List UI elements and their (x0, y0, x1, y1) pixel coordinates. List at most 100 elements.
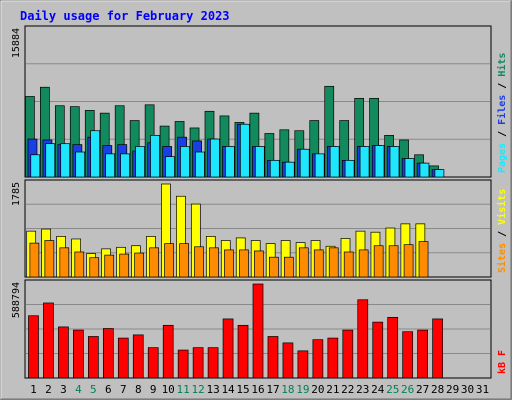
bar (254, 146, 265, 178)
bar (239, 123, 250, 178)
series-pages (30, 123, 445, 178)
x-tick-label: 2 (45, 383, 52, 396)
bar (327, 337, 339, 379)
bar (282, 342, 294, 379)
bar (102, 328, 114, 379)
bar (180, 146, 190, 178)
bar (239, 249, 249, 278)
legend-entry: / (497, 125, 508, 137)
series-kb-f (28, 283, 443, 379)
x-tick-label: 12 (192, 383, 205, 396)
bar (312, 339, 324, 379)
bar (43, 302, 54, 379)
bar (402, 331, 414, 379)
bar (432, 318, 443, 379)
x-tick-label: 10 (162, 383, 175, 396)
bar (359, 146, 370, 178)
x-tick-label: 21 (326, 383, 339, 396)
panel-sites-visits: 1785 Sites / Visits (11, 179, 508, 278)
bar (44, 240, 55, 278)
bar (252, 283, 264, 379)
bar (387, 316, 399, 379)
legend-entry: kB (497, 356, 508, 374)
x-tick-label: 20 (311, 383, 324, 396)
bar (342, 329, 354, 379)
chart-title: Daily usage for February 2023 (20, 9, 230, 23)
legend-entry: Hits (496, 53, 508, 77)
panel-legend: Pages / Files / Hits (496, 53, 508, 173)
bar (179, 243, 189, 278)
x-tick-label: 4 (75, 383, 82, 396)
bar (162, 324, 174, 379)
bar (372, 321, 384, 379)
legend-entry: Sites (496, 237, 508, 273)
x-tick-label: 16 (251, 383, 264, 396)
bar (74, 251, 85, 278)
legend-entry: Visits (496, 189, 508, 225)
x-tick-label: 1 (30, 383, 37, 396)
bar (59, 247, 70, 278)
bar (224, 249, 234, 278)
x-tick-label: 26 (401, 383, 414, 396)
bar (404, 158, 415, 178)
bar (105, 153, 115, 178)
bar (418, 241, 429, 278)
bar (207, 347, 219, 379)
bar (329, 146, 340, 178)
bar (403, 244, 414, 278)
x-tick-label: 29 (446, 383, 459, 396)
bar (358, 249, 369, 278)
chart-panels: 15884 Pages / Files / Hits 1785 Sites / Vis… (11, 25, 508, 379)
bar (222, 318, 234, 379)
x-tick-label: 7 (120, 383, 127, 396)
x-tick-label: 28 (431, 383, 444, 396)
x-tick-label: 30 (461, 383, 474, 396)
bar (194, 246, 204, 278)
x-tick-label: 9 (150, 383, 157, 396)
bar (389, 146, 400, 178)
legend-entry: / (497, 77, 508, 89)
bar (30, 154, 41, 178)
x-tick-label: 24 (371, 383, 385, 396)
legend-entry: Files (496, 89, 508, 125)
bar (357, 299, 369, 379)
x-tick-label: 15 (236, 383, 249, 396)
legend-entry: / (497, 225, 508, 237)
bar (58, 326, 69, 379)
bar (135, 146, 145, 178)
bar (419, 162, 430, 178)
x-tick-label: 23 (356, 383, 369, 396)
y-max-label: 1785 (11, 182, 22, 206)
bar (29, 242, 40, 278)
x-axis-labels: 1 2 3 4 5 6 7 8 9 10 11 12 13 14 15 16 17 18 19 20 21 22 23 24 2… (30, 383, 489, 396)
bar (149, 247, 159, 278)
bar (434, 169, 445, 178)
bar (343, 251, 354, 278)
bar (90, 130, 101, 178)
bar (134, 252, 145, 278)
bar (374, 145, 385, 178)
bar (192, 347, 204, 379)
y-max-label: 15884 (11, 28, 22, 58)
bar (164, 243, 174, 278)
panel-legend: Sites / Visits (496, 189, 508, 273)
bar (120, 153, 130, 178)
x-tick-label: 3 (60, 383, 67, 396)
legend-entry: Pages (497, 137, 508, 173)
bar (313, 249, 324, 278)
bar (73, 329, 84, 379)
bar (150, 135, 160, 178)
x-tick-label: 25 (386, 383, 399, 396)
bar (89, 257, 100, 278)
panel-pages-files-hits: 15884 Pages / Files / Hits (11, 25, 508, 178)
y-max-label: 588794 (11, 282, 22, 318)
x-tick-label: 6 (105, 383, 112, 396)
bar (254, 250, 264, 278)
x-tick-label: 22 (341, 383, 354, 396)
bar (284, 161, 295, 178)
bar (298, 247, 309, 278)
bar (417, 329, 428, 379)
x-tick-label: 13 (206, 383, 219, 396)
